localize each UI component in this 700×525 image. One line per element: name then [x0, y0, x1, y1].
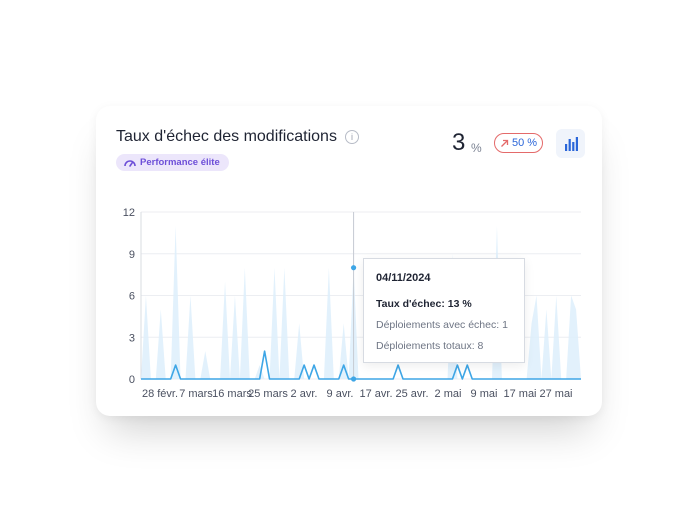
hover-points — [350, 265, 357, 382]
tooltip-date: 04/11/2024 — [376, 272, 431, 284]
x-tick-label: 7 mars — [179, 388, 213, 400]
x-tick-label: 9 mai — [471, 388, 498, 400]
x-tick-label: 17 mai — [503, 388, 536, 400]
x-tick-label: 27 mai — [539, 388, 572, 400]
performance-badge: Performance élite — [116, 154, 229, 171]
y-tick-label: 3 — [129, 332, 135, 344]
x-tick-label: 16 mars — [212, 388, 252, 400]
speedometer-icon — [124, 159, 136, 167]
metric-value: 3 — [452, 129, 466, 156]
x-tick-label: 28 févr. — [142, 388, 178, 400]
deployments-area — [141, 225, 581, 379]
tooltip-failed-deployments: Déploiements avec échec: 1 — [376, 319, 508, 331]
x-tick-label: 17 avr. — [359, 388, 392, 400]
metric-unit: % — [471, 141, 482, 155]
failure-rate-line — [141, 350, 581, 380]
bar-chart-icon — [564, 136, 578, 151]
x-tick-label: 2 avr. — [291, 388, 318, 400]
x-tick-label: 25 mars — [248, 388, 288, 400]
badge-label: Performance élite — [140, 157, 220, 168]
y-tick-label: 6 — [129, 291, 135, 303]
change-label: 50 % — [511, 137, 538, 149]
y-axis-ticks: 0 3 6 9 12 — [123, 207, 135, 386]
arrow-up-right-icon — [500, 139, 509, 147]
chart-type-button[interactable] — [556, 129, 585, 158]
x-tick-label: 2 mai — [435, 388, 462, 400]
info-icon[interactable]: i — [345, 130, 359, 144]
x-tick-label: 9 avr. — [327, 388, 354, 400]
y-tick-label: 12 — [123, 207, 135, 219]
change-badge: 50 % — [494, 133, 543, 153]
y-tick-label: 9 — [129, 249, 135, 261]
failure-rate-point — [350, 376, 357, 382]
tooltip-failure-rate: Taux d'échec: 13 % — [376, 298, 472, 310]
tooltip-total-deployments: Déploiements totaux: 8 — [376, 340, 484, 352]
x-tick-label: 25 avr. — [395, 388, 428, 400]
card-title: Taux d'échec des modifications — [116, 128, 337, 145]
deployments-point — [350, 265, 357, 271]
chart-tooltip: 04/11/2024 Taux d'échec: 13 % Déploiemen… — [363, 258, 525, 363]
y-tick-label: 0 — [129, 374, 135, 386]
